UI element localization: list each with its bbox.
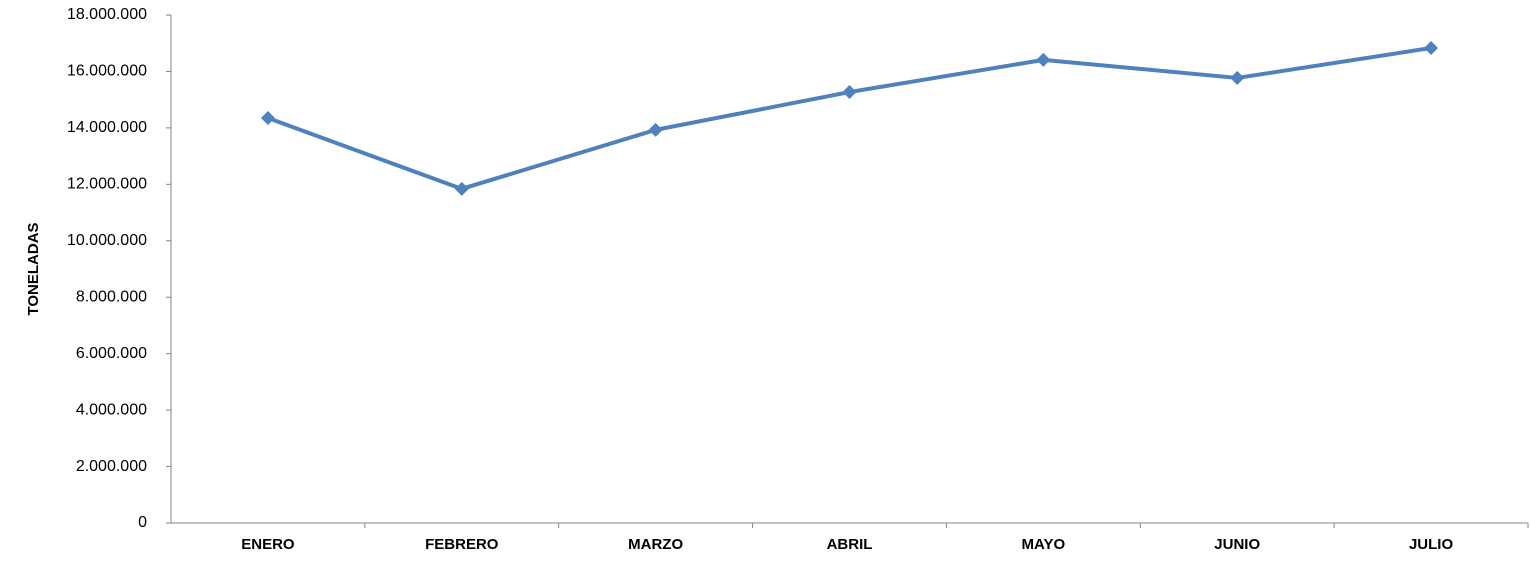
x-tick-label: MAYO xyxy=(1022,536,1066,553)
y-tick-label: 10.000.000 xyxy=(67,232,147,249)
y-tick-label: 18.000.000 xyxy=(67,6,147,23)
x-tick-label: JUNIO xyxy=(1214,536,1260,553)
data-point xyxy=(1230,70,1245,85)
y-tick-label: 8.000.000 xyxy=(76,288,147,305)
data-point xyxy=(842,85,857,100)
data-point xyxy=(454,181,469,196)
x-tick-label: JULIO xyxy=(1409,536,1454,553)
y-tick-label: 2.000.000 xyxy=(76,458,147,475)
data-point xyxy=(260,111,275,126)
x-tick-label: ABRIL xyxy=(827,536,873,553)
x-tick-label: FEBRERO xyxy=(425,536,499,553)
series-line xyxy=(267,46,1432,191)
data-point xyxy=(648,122,663,137)
y-tick-label: 6.000.000 xyxy=(76,345,147,362)
x-tick-label: MARZO xyxy=(628,536,683,553)
y-axis-title: TONELADAS xyxy=(25,222,42,315)
y-tick-label: 12.000.000 xyxy=(67,176,147,193)
x-tick-label: ENERO xyxy=(241,536,295,553)
data-point xyxy=(1424,41,1439,56)
y-tick-label: 14.000.000 xyxy=(67,119,147,136)
y-tick-label: 4.000.000 xyxy=(76,401,147,418)
y-tick-label: 16.000.000 xyxy=(67,63,147,80)
y-tick-label: 0 xyxy=(138,514,147,531)
data-point xyxy=(1036,52,1051,67)
